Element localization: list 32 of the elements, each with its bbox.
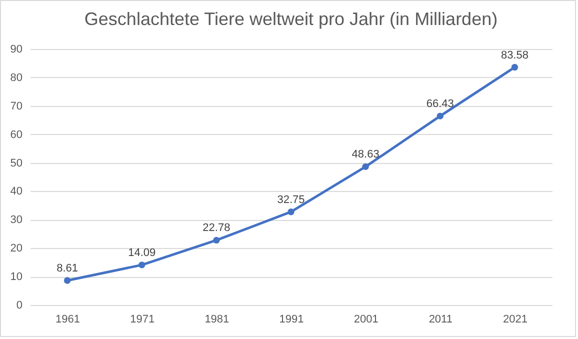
x-tick-label: 1961 <box>56 314 80 326</box>
x-tick-label: 1971 <box>130 314 155 326</box>
data-label: 83.58 <box>500 49 528 62</box>
y-tick-label: 40 <box>10 186 22 198</box>
point <box>362 163 369 170</box>
data-label: 48.63 <box>352 148 380 161</box>
y-tick-label: 30 <box>10 214 22 226</box>
x-tick-label: 2021 <box>502 314 528 326</box>
point <box>138 262 146 268</box>
y-tick-label: 80 <box>10 72 22 84</box>
x-tick-label: 1981 <box>204 314 230 326</box>
data-label: 22.78 <box>202 222 230 234</box>
y-tick-label: 50 <box>10 157 22 170</box>
y-tick-label: 70 <box>10 100 22 112</box>
x-tick-label: 1991 <box>279 314 304 326</box>
data-label: 66.43 <box>426 98 454 110</box>
chart-title: Geschlachtete Tiere weltweit pro Jahr (in Milliarden) <box>84 9 498 29</box>
point <box>288 208 294 216</box>
data-label: 32.75 <box>277 194 305 206</box>
point <box>64 277 71 284</box>
x-tick-label: 2001 <box>354 314 378 326</box>
x-tick-label: 2011 <box>428 314 452 326</box>
y-tick-label: 0 <box>16 300 22 312</box>
point <box>436 112 444 120</box>
data-label: 14.09 <box>128 246 156 259</box>
y-tick-label: 60 <box>10 128 22 141</box>
y-tick-label: 90 <box>10 44 22 56</box>
point <box>213 236 220 244</box>
y-tick-label: 20 <box>10 242 22 255</box>
point <box>511 64 518 71</box>
y-tick-label: 10 <box>10 271 22 284</box>
data-label: 8.61 <box>56 262 78 275</box>
